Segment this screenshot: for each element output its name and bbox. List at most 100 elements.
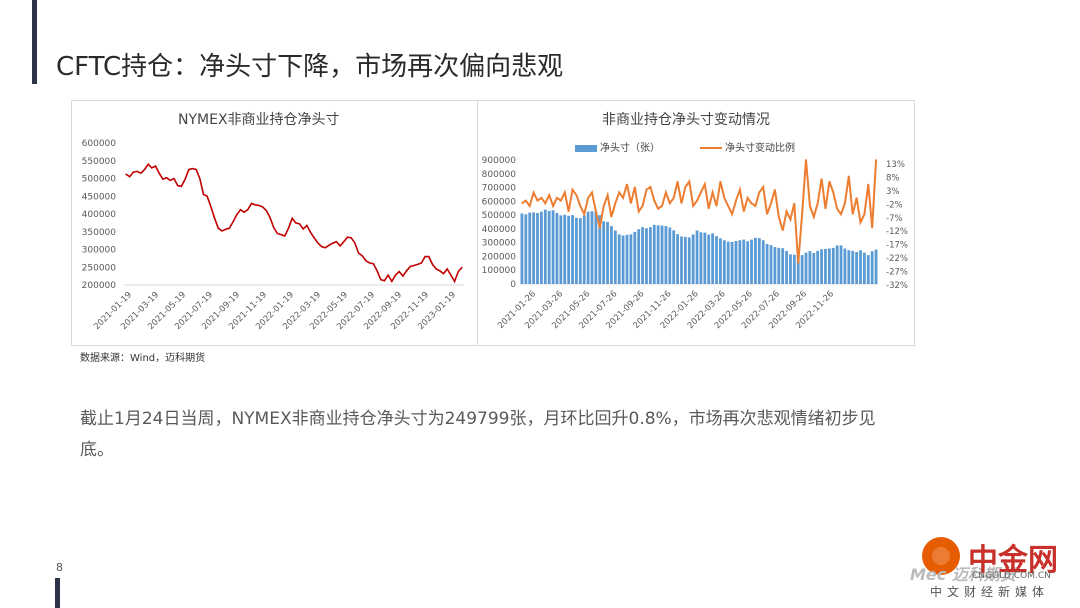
left-data-point: [202, 193, 205, 196]
right-y2-tick-label: 8%: [886, 173, 900, 183]
left-y-tick-label: 400000: [82, 210, 117, 220]
right-ratio-point: [673, 197, 675, 199]
right-bar: [726, 241, 730, 284]
left-data-point: [413, 264, 415, 267]
right-bar: [796, 252, 800, 284]
left-data-point: [409, 265, 411, 268]
right-ratio-point: [739, 189, 741, 191]
right-bar: [602, 221, 606, 284]
left-data-point: [151, 167, 153, 169]
left-data-point: [328, 244, 330, 246]
right-y2-tick-label: -2%: [886, 200, 903, 210]
right-ratio-point: [731, 213, 733, 215]
left-data-point: [273, 226, 275, 229]
left-y-tick-label: 250000: [82, 263, 117, 273]
right-y-tick-label: 700000: [482, 184, 517, 194]
right-bar: [847, 250, 851, 284]
right-ratio-point: [618, 191, 620, 193]
right-ratio-point: [634, 186, 636, 188]
right-bar: [594, 211, 598, 284]
right-ratio-point: [669, 202, 671, 204]
right-bar: [738, 240, 742, 284]
right-ratio-point: [552, 205, 554, 207]
right-ratio-point: [583, 213, 585, 215]
right-ratio-point: [610, 216, 612, 218]
right-ratio-point: [762, 186, 764, 188]
right-ratio-point: [649, 186, 651, 188]
right-ratio-point: [712, 191, 714, 193]
right-bar: [734, 241, 738, 284]
right-ratio-point: [540, 197, 542, 199]
left-data-point: [217, 227, 219, 229]
left-data-point: [250, 202, 253, 204]
right-ratio-point: [680, 202, 683, 204]
right-ratio-point: [715, 205, 718, 207]
accent-bar-bottom: [55, 578, 60, 608]
left-y-tick-label: 200000: [82, 281, 117, 291]
right-ratio-point: [587, 197, 589, 199]
right-bar: [547, 211, 551, 284]
right-bar: [680, 236, 683, 284]
right-ratio-point: [688, 180, 690, 183]
right-ratio-point: [536, 200, 539, 202]
right-bar: [722, 240, 726, 284]
left-data-point: [206, 195, 208, 197]
right-bar: [730, 242, 734, 284]
left-data-point: [239, 209, 242, 211]
left-data-point: [324, 247, 326, 249]
left-data-point: [143, 169, 146, 171]
right-bar: [820, 249, 823, 284]
watermark-logo-icon: [922, 537, 960, 575]
right-bar: [559, 215, 563, 284]
right-y-tick-label: 100000: [482, 266, 517, 276]
left-data-point: [177, 185, 179, 187]
left-data-point: [442, 273, 445, 275]
right-bar: [750, 239, 753, 284]
right-chart-legend: 净头寸（张） 净头寸变动比例: [575, 139, 795, 154]
left-data-point: [354, 242, 356, 244]
left-data-point: [125, 173, 127, 175]
right-ratio-point: [801, 213, 803, 215]
right-ratio-point: [599, 227, 601, 229]
left-data-point: [140, 172, 142, 174]
left-data-point: [298, 223, 301, 225]
right-bar: [687, 237, 691, 284]
right-ratio-point: [797, 262, 799, 264]
right-y-tick-label: 400000: [482, 225, 517, 235]
right-ratio-line: [521, 159, 878, 264]
left-data-point: [225, 228, 227, 230]
right-ratio-point: [591, 191, 593, 193]
right-bar: [524, 214, 528, 284]
left-data-point: [280, 234, 282, 236]
right-ratio-point: [575, 194, 577, 196]
right-y2-tick-label: 13%: [886, 160, 905, 170]
right-ratio-point: [789, 219, 791, 221]
left-y-tick-label: 450000: [82, 192, 117, 202]
left-data-point: [424, 256, 426, 258]
left-data-point: [361, 255, 363, 257]
left-data-point: [191, 168, 194, 170]
right-ratio-point: [645, 189, 648, 191]
right-bar: [773, 247, 777, 284]
right-bar: [575, 217, 578, 284]
right-ratio-point: [856, 197, 858, 199]
left-data-point: [332, 242, 334, 244]
right-y-tick-label: 0: [510, 280, 516, 290]
right-bar: [645, 228, 648, 284]
right-bar: [578, 218, 582, 284]
right-bar: [683, 236, 687, 284]
left-data-point: [394, 274, 397, 276]
left-data-point: [383, 280, 386, 282]
right-ratio-point: [859, 221, 862, 223]
left-data-point: [343, 241, 345, 243]
right-ratio-point: [832, 191, 834, 193]
right-ratio-point: [657, 208, 659, 210]
left-data-point: [184, 178, 186, 180]
right-y2-tick-label: -7%: [886, 214, 903, 224]
right-ratio-point: [684, 186, 686, 188]
right-ratio-point: [556, 197, 558, 199]
right-bar: [851, 250, 855, 284]
right-ratio-point: [704, 183, 706, 185]
right-bar: [816, 250, 820, 284]
right-ratio-point: [875, 159, 877, 161]
